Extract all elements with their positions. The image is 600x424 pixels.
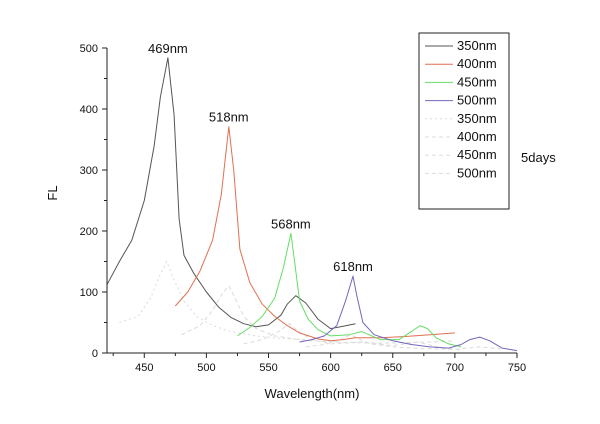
x-tick-label-600: 600 xyxy=(321,362,339,374)
legend-label-6: 450nm xyxy=(457,147,497,162)
series-line-0 xyxy=(106,57,356,330)
annotation-layer: 469nm 518nm 568nm 618nm xyxy=(148,41,373,274)
x-tick-label-550: 550 xyxy=(259,362,277,374)
series-line-3 xyxy=(299,275,518,352)
legend-label-0: 350nm xyxy=(457,38,497,53)
x-tick-label-700: 700 xyxy=(446,362,464,374)
x-axis-title: Wavelength(nm) xyxy=(265,386,360,401)
axes-layer: 450 500 550 600 650 700 750 0 100 200 300 400 500 xyxy=(80,43,527,374)
y-tick-label-0: 0 xyxy=(92,348,98,360)
series-line-1 xyxy=(174,126,455,342)
legend-label-4: 350nm xyxy=(457,111,497,126)
y-tick-label-400: 400 xyxy=(80,104,98,116)
y-tick-label-500: 500 xyxy=(80,43,98,55)
peak-label-1: 518nm xyxy=(209,110,249,125)
series-line-4 xyxy=(119,260,306,341)
x-tick-label-450: 450 xyxy=(135,362,153,374)
legend-label-5: 400nm xyxy=(457,129,497,144)
x-tick-label-500: 500 xyxy=(197,362,215,374)
legend-label-3: 500nm xyxy=(457,93,497,108)
peak-label-3: 618nm xyxy=(333,259,373,274)
legend: 350nm 400nm 450nm 500nm 350nm 400nm 450nm 500nm xyxy=(418,32,510,210)
y-axis-title: FL xyxy=(45,185,60,200)
side-note-5days: 5days xyxy=(521,150,556,165)
x-tick-label-650: 650 xyxy=(384,362,402,374)
peak-label-0: 469nm xyxy=(148,41,188,56)
series-layer xyxy=(106,57,518,352)
legend-label-1: 400nm xyxy=(457,56,497,71)
series-line-2 xyxy=(237,232,462,348)
legend-box xyxy=(418,32,510,210)
series-line-7 xyxy=(305,334,505,350)
legend-label-2: 450nm xyxy=(457,74,497,89)
peak-label-2: 568nm xyxy=(271,216,311,231)
y-tick-label-300: 300 xyxy=(80,165,98,177)
y-tick-label-100: 100 xyxy=(80,287,98,299)
legend-label-7: 500nm xyxy=(457,165,497,180)
series-line-5 xyxy=(181,285,455,344)
x-tick-label-750: 750 xyxy=(508,362,526,374)
y-tick-label-200: 200 xyxy=(80,226,98,238)
series-line-6 xyxy=(243,323,462,351)
